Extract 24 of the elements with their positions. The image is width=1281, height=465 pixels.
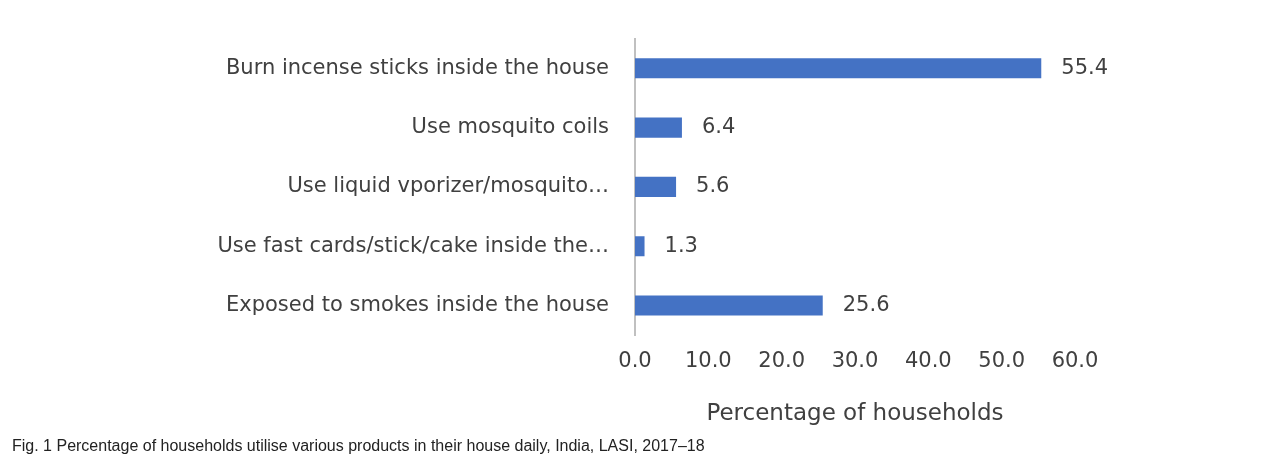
caption: Fig. 1 Percentage of households utilise various products in their house daily, India, LASI, 2017–18 xyxy=(12,437,705,455)
x-tick-label: 30.0 xyxy=(831,348,879,373)
x-axis-title: Percentage of households xyxy=(706,399,1004,426)
data-label: 5.6 xyxy=(696,173,730,198)
y-tick-label: Use mosquito coils xyxy=(411,114,609,139)
data-label: 55.4 xyxy=(1061,54,1109,79)
x-tick-label: 20.0 xyxy=(758,348,806,373)
y-tick-label: Burn incense sticks inside the house xyxy=(225,54,609,79)
x-tick-label: 50.0 xyxy=(978,348,1026,373)
data-label: 25.6 xyxy=(842,291,890,316)
y-tick-label: Use liquid vporizer/mosquito… xyxy=(287,173,609,198)
bar xyxy=(635,236,645,257)
x-tick-label: 60.0 xyxy=(1051,348,1099,373)
bar xyxy=(635,58,1042,79)
x-tick-label: 40.0 xyxy=(904,348,952,373)
x-tick-label: 10.0 xyxy=(684,348,732,373)
bar xyxy=(635,117,682,138)
y-tick-label: Use fast cards/stick/cake inside the… xyxy=(217,232,609,257)
bar xyxy=(635,295,823,316)
data-label: 6.4 xyxy=(701,114,736,139)
bar xyxy=(635,176,677,197)
y-tick-label: Exposed to smokes inside the house xyxy=(225,291,609,316)
x-tick-label: 0.0 xyxy=(618,348,652,373)
data-label: 1.3 xyxy=(664,232,698,257)
